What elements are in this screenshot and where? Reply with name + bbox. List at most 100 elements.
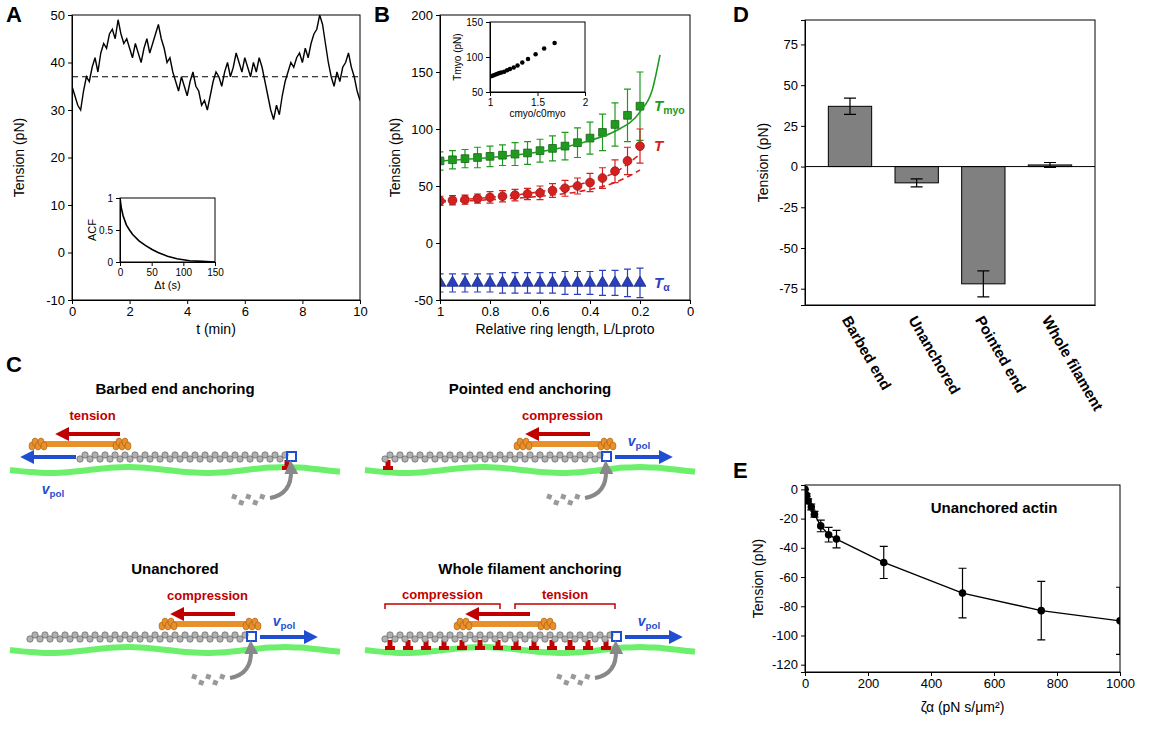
- axis-title: Tension (pN): [755, 123, 771, 202]
- tick: 8: [299, 300, 306, 319]
- force-arrow: [535, 432, 590, 436]
- tick-label: 600: [984, 676, 1006, 691]
- tick-label: -80: [779, 599, 798, 614]
- y-axis: 50100150: [466, 17, 490, 98]
- monomer: [231, 493, 237, 499]
- x-axis: 02004006008001000: [802, 672, 1135, 691]
- tick: 4: [184, 300, 191, 319]
- error-bar: [487, 146, 494, 167]
- tick: 0: [791, 159, 805, 174]
- tick: 600: [984, 672, 1006, 691]
- myosin: [168, 621, 252, 627]
- tick-label: 0: [69, 304, 76, 319]
- monomer-arrow: [585, 470, 606, 498]
- tick-label: 0.8: [481, 304, 499, 319]
- error-bar: [911, 179, 923, 187]
- tick: 1: [488, 92, 494, 108]
- series-line: [440, 170, 640, 202]
- tick: 1: [437, 300, 444, 319]
- anchor-foot: [457, 646, 467, 650]
- tick: 50: [419, 179, 440, 194]
- marker: [611, 121, 619, 129]
- tick-mark: [436, 243, 440, 244]
- anchor-foot: [565, 646, 575, 650]
- axis-line: [121, 263, 216, 267]
- tick-mark: [801, 289, 805, 290]
- marker: [459, 276, 471, 286]
- tick: -10: [46, 293, 72, 308]
- tick-mark: [68, 110, 72, 111]
- y-axis: -1001020304050: [46, 8, 72, 308]
- x-axis: Barbed endUnanchoredPointed endWhole fil…: [806, 306, 1107, 414]
- velocity-label: vpol: [273, 613, 296, 631]
- plot-area: [72, 15, 360, 120]
- anchor-foot: [601, 646, 611, 650]
- tick-mark: [585, 92, 586, 96]
- velocity-arrow: [260, 635, 308, 639]
- data-line: [120, 198, 215, 262]
- tick: -75: [779, 281, 805, 296]
- tick-mark: [183, 262, 184, 266]
- tick: 0.5: [99, 225, 120, 236]
- series-line: [440, 154, 640, 201]
- tick-label: -50: [779, 241, 798, 256]
- error-bar: [810, 511, 818, 517]
- force-arrow: [180, 612, 235, 616]
- tick-label: 800: [1047, 676, 1069, 691]
- tick: 10: [353, 300, 367, 319]
- tick: -60: [779, 570, 805, 585]
- data-line: [72, 15, 360, 120]
- plot-area: [805, 486, 1120, 655]
- tick-mark: [68, 300, 72, 301]
- marker: [484, 276, 496, 286]
- monomer: [205, 673, 211, 679]
- tick: 0.2: [631, 300, 649, 319]
- marker: [552, 41, 557, 46]
- velocity-arrow: [615, 455, 663, 459]
- anchor-foot: [511, 646, 521, 650]
- monomer-arrow: [595, 650, 616, 678]
- error-bar: [599, 114, 606, 150]
- tick: 200: [858, 672, 880, 691]
- tick-label: -20: [779, 511, 798, 526]
- force-label: tension: [542, 587, 588, 602]
- tick: -25: [779, 200, 805, 215]
- force-label: compression: [402, 587, 483, 602]
- marker: [959, 589, 967, 597]
- anchor-foot: [403, 646, 413, 650]
- marker: [559, 276, 571, 286]
- axis-line: [441, 301, 691, 305]
- tick-mark: [801, 635, 805, 636]
- plot-area: [120, 198, 215, 262]
- tick-label: Whole filament: [1039, 313, 1107, 414]
- marker: [447, 276, 459, 286]
- tick: -100: [772, 628, 805, 643]
- marker: [817, 522, 825, 530]
- axis-title: ζα (pN s/μm²): [921, 699, 1005, 715]
- error-bar: [880, 546, 888, 578]
- tick-mark: [68, 253, 72, 254]
- tick-mark: [801, 665, 805, 666]
- anchor-foot: [439, 646, 449, 650]
- tick-mark: [801, 519, 805, 520]
- marker: [542, 46, 547, 51]
- tick-mark: [801, 577, 805, 578]
- tick-label: 0.2: [631, 304, 649, 319]
- tick-label: 50: [419, 179, 433, 194]
- axis-title: ACF: [86, 219, 98, 241]
- schematic: Whole filament anchoringcompressiontensi…: [365, 560, 695, 686]
- marker: [515, 63, 520, 68]
- axis-line: [801, 21, 806, 306]
- myosin-head: [255, 622, 261, 630]
- tick: 10: [51, 198, 72, 213]
- marker: [622, 276, 634, 286]
- anchor-foot: [547, 646, 557, 650]
- tick: 150: [207, 262, 224, 278]
- monomer: [563, 679, 569, 685]
- tick-label: 0.4: [581, 304, 599, 319]
- axis-line: [73, 301, 361, 305]
- tick-mark: [801, 606, 805, 607]
- tick-label: 75: [784, 37, 798, 52]
- force-label: compression: [167, 588, 248, 603]
- tick: 400: [921, 672, 943, 691]
